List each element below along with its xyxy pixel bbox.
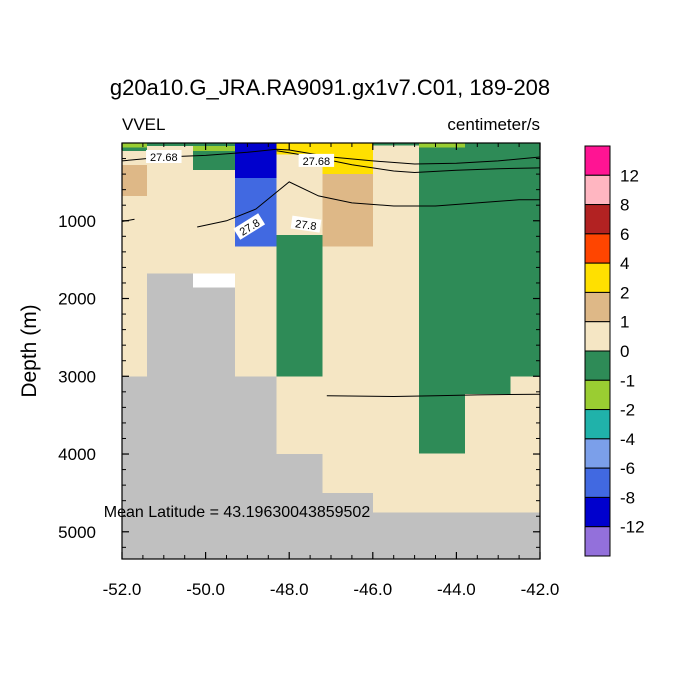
velocity-cell bbox=[122, 195, 148, 377]
y-tick-label: 5000 bbox=[58, 523, 96, 542]
colorbar-label: 12 bbox=[620, 166, 639, 185]
colorbar-swatch bbox=[584, 496, 611, 528]
x-tick-label: -44.0 bbox=[437, 580, 476, 599]
x-tick-label: -48.0 bbox=[270, 580, 309, 599]
colorbar: 12 8 6 4 2 1 0 -1 -2 -4 -6 -8 -12 bbox=[584, 145, 645, 557]
land-cell bbox=[193, 287, 235, 559]
colorbar-swatch bbox=[584, 291, 611, 323]
velocity-cell bbox=[464, 146, 511, 395]
contour-label-box bbox=[290, 215, 322, 233]
units-label: centimeter/s bbox=[447, 115, 540, 134]
land-cell bbox=[147, 273, 194, 559]
contour-line bbox=[326, 393, 541, 398]
velocity-cell bbox=[372, 143, 419, 146]
contour-line bbox=[197, 181, 540, 228]
colorbar-label: 4 bbox=[620, 254, 629, 273]
colorbar-label: -8 bbox=[620, 488, 635, 507]
land-cell bbox=[276, 454, 323, 559]
x-axis: -52.0 -50.0 -48.0 -46.0 -44.0 -42.0 bbox=[103, 143, 560, 599]
colorbar-label: -2 bbox=[620, 401, 635, 420]
land-cell bbox=[372, 512, 540, 559]
velocity-cell bbox=[510, 146, 540, 377]
contour-line bbox=[121, 148, 541, 165]
y-tick-label: 4000 bbox=[58, 445, 96, 464]
velocity-cell bbox=[276, 234, 323, 377]
colorbar-swatch bbox=[584, 350, 611, 381]
land-cell bbox=[122, 376, 148, 559]
velocity-cell bbox=[122, 150, 148, 165]
velocity-cell bbox=[372, 145, 419, 513]
contour-label-box bbox=[298, 153, 335, 167]
colorbar-swatch bbox=[584, 174, 611, 206]
colorbar-swatch bbox=[584, 145, 611, 176]
velocity-cell bbox=[122, 147, 148, 151]
colorbar-label: -1 bbox=[620, 371, 635, 390]
velocity-cell bbox=[418, 147, 465, 454]
contour-label-box bbox=[233, 213, 266, 240]
y-tick-label: 3000 bbox=[58, 367, 96, 386]
y-tick-label: 2000 bbox=[58, 290, 96, 309]
colorbar-swatch bbox=[584, 204, 611, 235]
land-cell bbox=[322, 492, 373, 559]
velocity-cell bbox=[276, 143, 323, 155]
contour-label: 27.68 bbox=[298, 153, 335, 168]
contour-label-text: 27.8 bbox=[294, 218, 317, 233]
colorbar-swatch bbox=[584, 467, 611, 498]
colorbar-label: -6 bbox=[620, 459, 635, 478]
land-mask bbox=[122, 273, 540, 559]
velocity-cell bbox=[193, 146, 235, 151]
colorbar-label: 0 bbox=[620, 342, 629, 361]
contour-label-box bbox=[146, 149, 182, 163]
y-axis: 1000 2000 3000 4000 5000 bbox=[58, 158, 540, 548]
chart-title: g20a10.G_JRA.RA9091.gx1v7.C01, 189-208 bbox=[110, 75, 550, 100]
colorbar-swatch bbox=[584, 409, 611, 440]
velocity-cell bbox=[322, 174, 373, 247]
colorbar-label: -4 bbox=[620, 430, 635, 449]
colorbar-label: -12 bbox=[620, 518, 645, 537]
velocity-cell bbox=[122, 143, 148, 148]
colorbar-label: 1 bbox=[620, 313, 629, 332]
x-tick-label: -52.0 bbox=[103, 580, 142, 599]
x-tick-label: -50.0 bbox=[186, 580, 225, 599]
velocity-cell bbox=[418, 143, 465, 148]
velocity-cell bbox=[147, 143, 235, 147]
colorbar-swatch bbox=[584, 438, 611, 469]
velocity-cell bbox=[122, 164, 148, 196]
contour-label-text: 27.68 bbox=[150, 152, 178, 164]
contour-label-text: 27.68 bbox=[303, 156, 331, 168]
colorbar-swatch bbox=[584, 262, 611, 293]
velocity-cell bbox=[234, 246, 277, 377]
x-tick-label: -46.0 bbox=[353, 580, 392, 599]
y-tick-label: 1000 bbox=[58, 212, 96, 231]
velocity-cell bbox=[322, 246, 373, 493]
y-axis-title: Depth (m) bbox=[18, 304, 41, 397]
variable-label: VVEL bbox=[122, 115, 165, 134]
velocity-cell bbox=[234, 143, 277, 178]
x-tick-label: -42.0 bbox=[521, 580, 560, 599]
colorbar-swatch bbox=[584, 379, 611, 411]
contour-label: 27.8 bbox=[290, 215, 322, 233]
colorbar-label: 6 bbox=[620, 225, 629, 244]
velocity-cell bbox=[276, 376, 323, 455]
velocity-cell bbox=[464, 143, 540, 147]
colorbar-swatch bbox=[584, 233, 611, 264]
colorbar-label: 8 bbox=[620, 196, 629, 215]
land-cell bbox=[234, 376, 277, 559]
mean-latitude-annotation: Mean Latitude = 43.19630043859502 bbox=[104, 504, 371, 521]
contour-label: 27.68 bbox=[146, 149, 182, 164]
colorbar-swatch bbox=[584, 321, 611, 352]
colorbar-swatch bbox=[584, 526, 611, 557]
colorbar-label: 2 bbox=[620, 283, 629, 302]
